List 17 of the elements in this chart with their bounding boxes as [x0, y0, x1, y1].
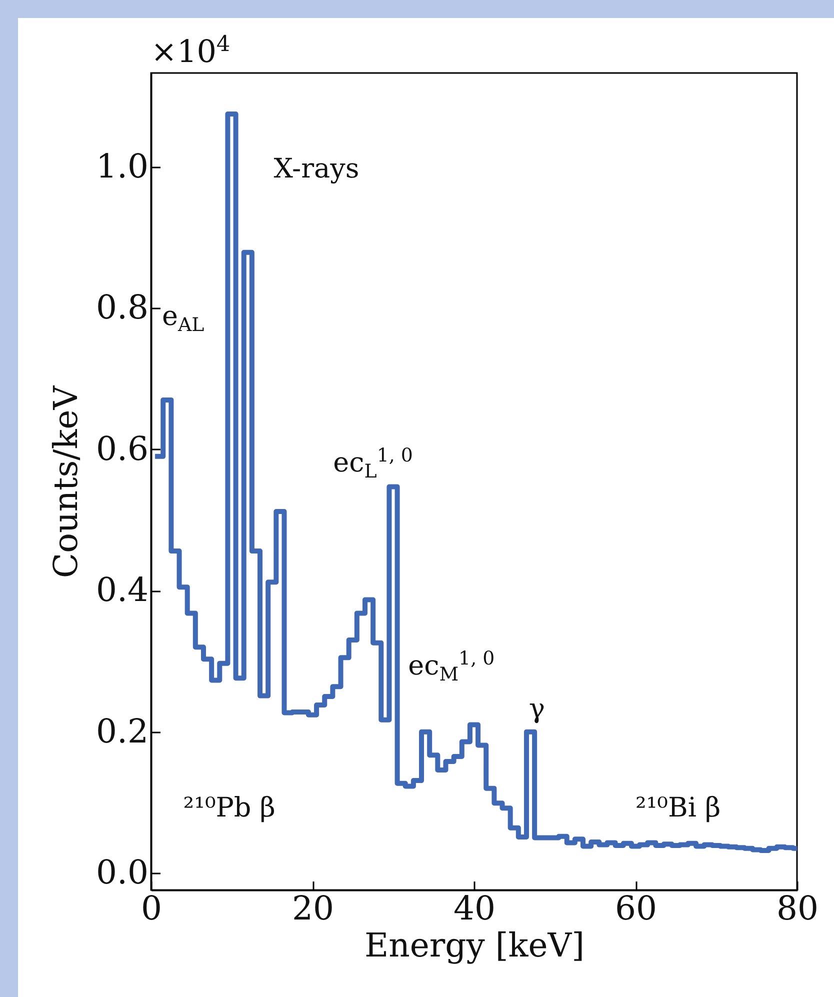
annotation: ²¹⁰Pb β — [183, 792, 276, 824]
annotation: e$_{AL}$ — [162, 300, 204, 336]
x-axis-title: Energy [keV] — [364, 926, 585, 964]
y-tick-label: 0.8 — [96, 288, 148, 327]
y-tick-label: 0.2 — [96, 711, 148, 750]
x-tick-label: 80 — [776, 888, 818, 928]
x-tick-label: 60 — [615, 888, 657, 928]
y-tick-label: 0.6 — [96, 428, 148, 468]
text: ×10$^{4}$ — [151, 32, 230, 70]
annotation: γ — [528, 694, 546, 725]
y-axis-title: Counts/keV — [46, 384, 86, 578]
annotation: ²¹⁰Bi β — [636, 792, 721, 824]
x-tick-label: 20 — [292, 888, 334, 928]
annotation: X-rays — [274, 154, 360, 185]
x-tick-label: 40 — [454, 888, 496, 928]
y-tick-label: 0.4 — [96, 570, 148, 610]
y-tick-label: 1.0 — [96, 146, 148, 186]
